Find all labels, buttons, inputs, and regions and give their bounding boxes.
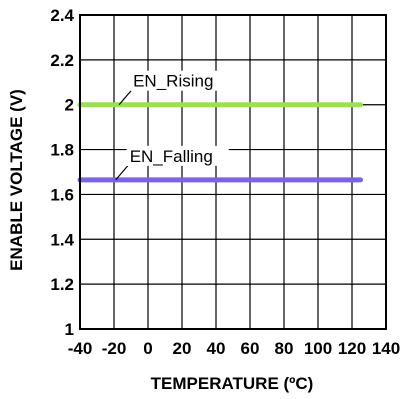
plot-frame — [79, 14, 387, 330]
y-axis-title: ENABLE VOLTAGE (V) — [7, 89, 26, 271]
y-tick-label: 1.2 — [50, 275, 74, 294]
y-tick-label: 1 — [65, 320, 74, 339]
y-tick-label: 1.6 — [50, 185, 74, 204]
x-tick-label: -20 — [102, 339, 127, 358]
x-tick-label: 100 — [304, 339, 332, 358]
x-tick-label: 20 — [173, 339, 192, 358]
annotation-leader-line — [115, 165, 129, 181]
annotation-label-en-rising: EN_Rising — [133, 72, 213, 91]
x-tick-label: 140 — [372, 339, 400, 358]
annotation-label-en-falling: EN_Falling — [130, 147, 213, 166]
y-tick-label: 2 — [65, 96, 74, 115]
x-tick-label: 80 — [275, 339, 294, 358]
x-tick-label: 0 — [143, 339, 152, 358]
x-tick-label: 60 — [241, 339, 260, 358]
x-tick-label: 40 — [207, 339, 226, 358]
annotation-background — [130, 70, 223, 91]
annotation-background — [126, 145, 229, 166]
y-tick-label: 2.2 — [50, 51, 74, 70]
annotation-leader-line — [118, 90, 132, 106]
x-tick-label: 120 — [338, 339, 366, 358]
y-tick-label: 1.4 — [50, 230, 74, 249]
x-axis-title: TEMPERATURE (ºC) — [151, 374, 314, 393]
x-tick-label: -40 — [68, 339, 93, 358]
y-tick-label: 1.8 — [50, 141, 74, 160]
y-tick-label: 2.4 — [50, 6, 74, 25]
